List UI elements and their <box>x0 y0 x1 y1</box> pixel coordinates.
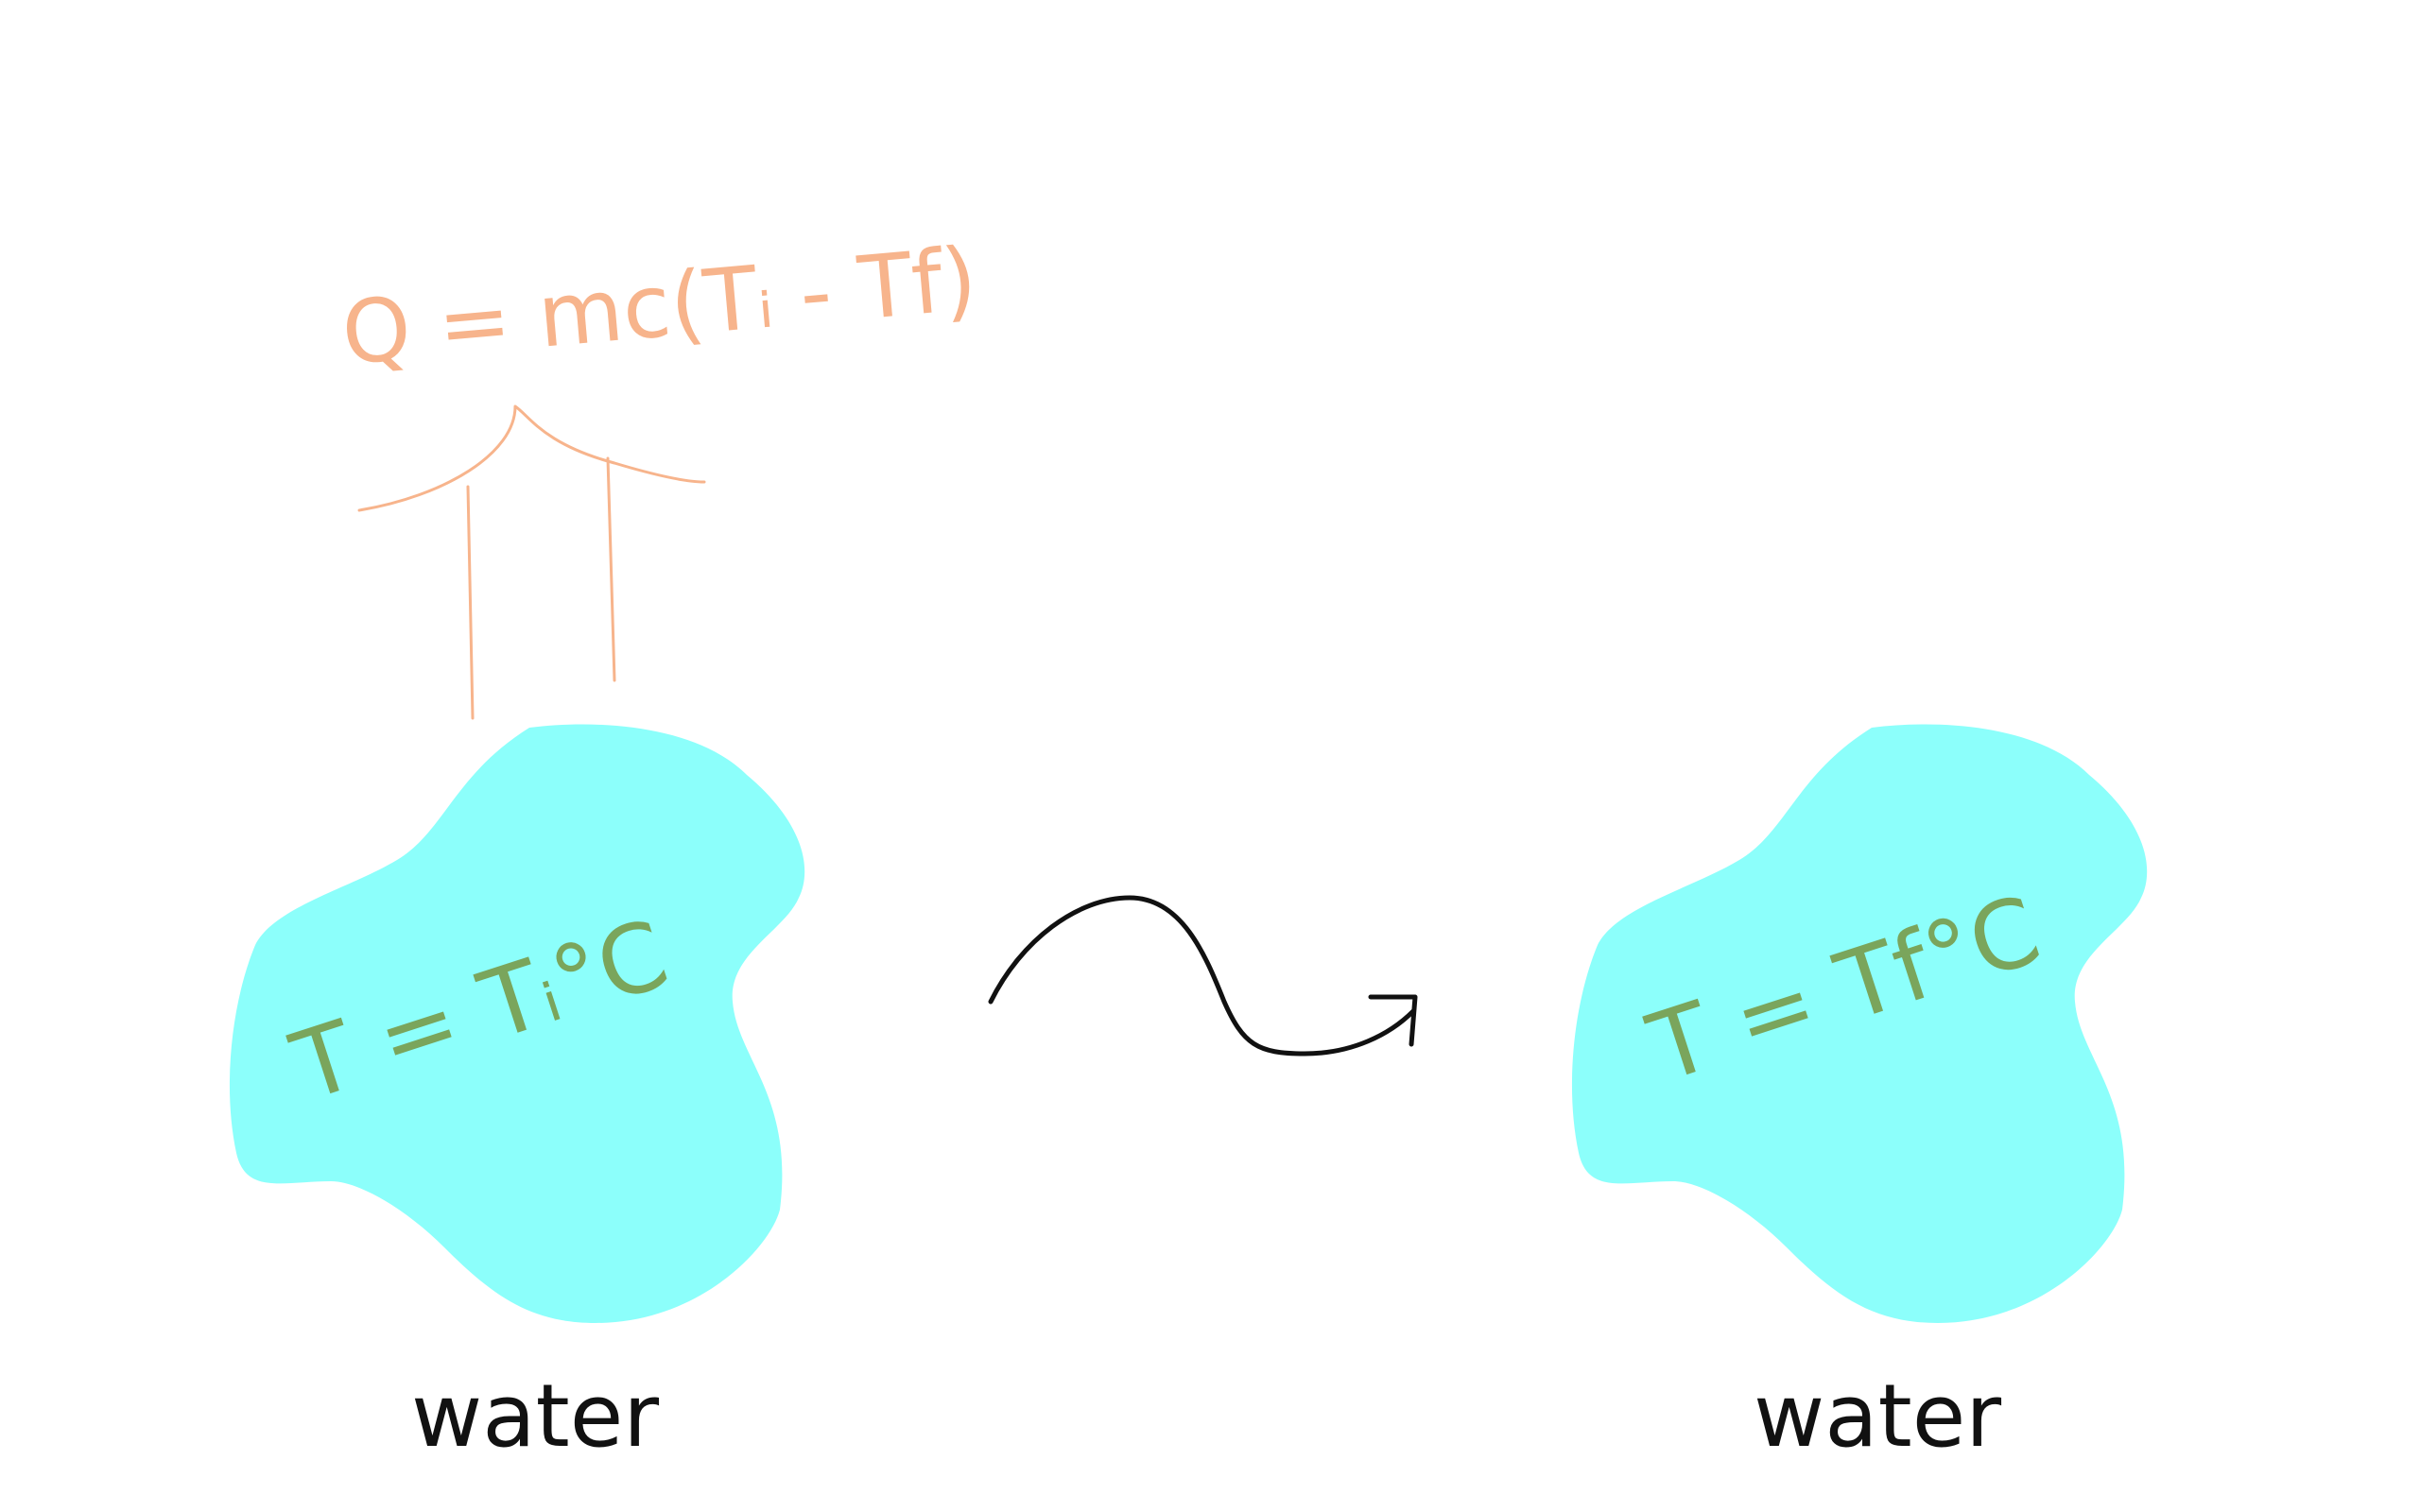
right-water-group: T = Tf°C water <box>1571 724 2148 1467</box>
left-water-blob <box>229 724 805 1323</box>
heat-line-left <box>466 485 475 720</box>
heat-line-right <box>606 456 616 682</box>
arrow-head-icon <box>1368 994 1418 1047</box>
right-water-caption: water <box>1754 1366 2001 1467</box>
process-arrow-icon <box>988 895 1416 1057</box>
right-water-blob <box>1571 724 2148 1323</box>
heat-chevron-icon <box>357 404 706 512</box>
heat-flow-annotation: Q = mc(Tᵢ - Tf) <box>338 229 981 720</box>
heat-formula: Q = mc(Tᵢ - Tf) <box>338 229 981 385</box>
left-water-caption: water <box>411 1366 659 1467</box>
left-water-group: T = Tᵢ°C water <box>229 724 805 1467</box>
